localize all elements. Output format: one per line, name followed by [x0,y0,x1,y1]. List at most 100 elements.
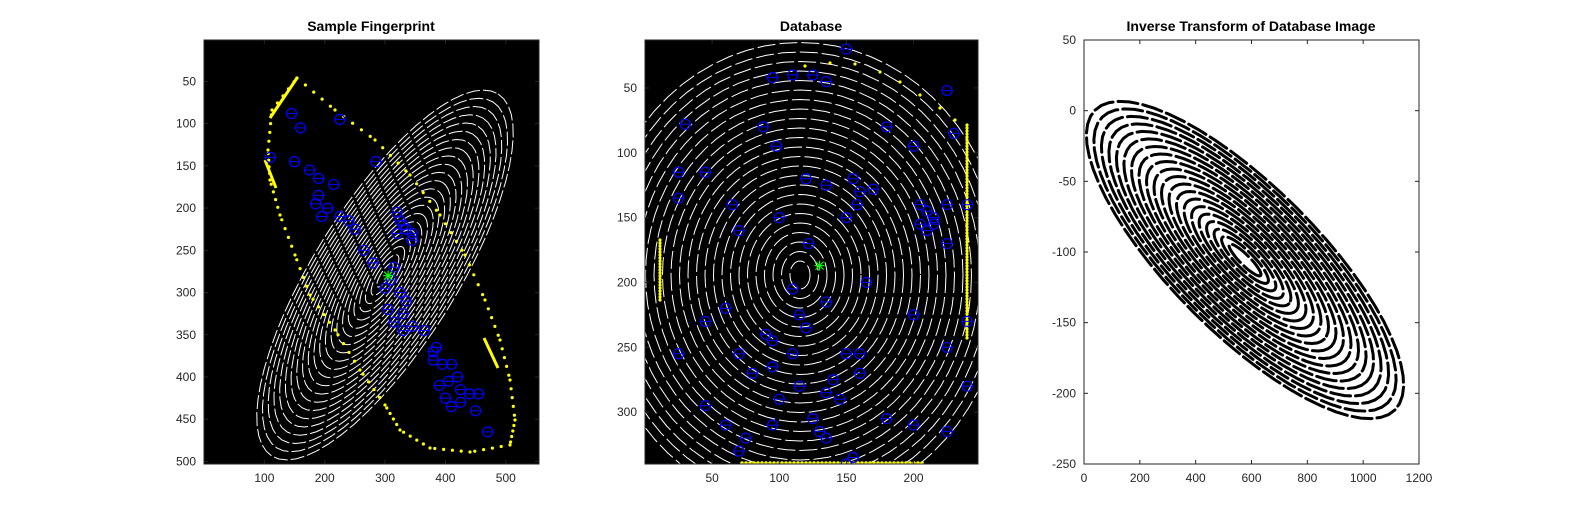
inverse-ridge-line [1190,205,1300,315]
boundary-dot [965,249,969,253]
boundary-dot [269,182,273,186]
boundary-dot [388,153,392,157]
boundary-dot [328,104,332,108]
boundary-dot [658,286,662,290]
boundary-dot [434,208,438,212]
x-tick-label: 100 [254,471,274,485]
boundary-dot [512,413,517,417]
boundary-dot [283,227,287,231]
boundary-dot [295,258,299,262]
boundary-dot [965,159,969,163]
boundary-dot [965,288,969,292]
boundary-dot [876,461,880,464]
inverse-ridge-lines [1084,99,1406,421]
inverse-ridge-line [1174,189,1316,331]
boundary-dot [965,300,969,304]
boundary-dot [965,291,969,295]
boundary-dot [490,446,494,450]
boundary-dot [415,438,419,442]
boundary-dot [658,259,662,263]
inverse-ridge-line [1227,242,1263,278]
ridge-line [763,231,836,319]
boundary-dot [433,446,437,451]
boundary-dot [965,204,969,208]
core-star-stroke [383,271,393,281]
boundary-dot [508,378,512,382]
inverse-ridge-line [1129,144,1361,376]
boundary-dot [965,237,969,241]
boundary-dot [372,388,376,392]
boundary-dot [510,434,514,439]
inverse-ridge-line [1114,129,1376,391]
boundary-dot [965,162,969,166]
ridge-line [721,184,879,366]
boundary-dot [308,293,312,297]
boundary-dot [965,282,969,286]
ridge-line [307,163,463,387]
boundary-dot [965,189,969,193]
ridge-line [370,254,400,296]
panel-inverse-transform: Inverse Transform of Database Image 0 200… [1052,18,1433,485]
x-tick-label: 500 [496,471,516,485]
boundary-dot [800,461,804,464]
boundary-dot [816,461,820,464]
boundary-dot [784,461,788,464]
boundary-dot [490,316,494,320]
boundary-dot [290,244,294,248]
boundary-dot [347,350,351,354]
boundary-dot [509,440,513,444]
boundary-dot [658,238,662,242]
boundary-dot [900,461,904,464]
boundary-dot [965,318,969,322]
boundary-dot [463,253,467,257]
boundary-dot [965,123,969,127]
ridge-line [302,155,468,395]
ridge-line [670,127,930,423]
ridge-line [347,221,423,329]
boundary-dot [507,373,511,377]
ridge-line [789,260,811,290]
boundary-dot [965,192,969,196]
x-tick-label: 150 [836,471,856,485]
y-tick-label: 0 [1069,104,1076,118]
boundary-dot [271,190,275,194]
boundary-dot [358,368,362,372]
boundary-dot [658,277,662,281]
inverse-ridge-line [1167,182,1323,338]
boundary-dot [476,283,480,287]
boundary-dot [327,320,332,324]
boundary-dot [408,434,412,438]
inverse-ridge-line [1205,220,1285,300]
x-tick-label: 100 [769,471,789,485]
boundary-dot [896,461,900,464]
boundary-dot [965,168,969,172]
y-tick-label: 100 [617,146,637,160]
ridge-line [729,193,870,357]
boundary-dot [918,93,922,97]
boundary-dot [965,219,969,223]
inverse-ridge-line [1159,174,1331,346]
boundary-dot [658,265,662,269]
boundary-dot [658,250,662,254]
plot-area [204,40,539,464]
inverse-ridge-line [1212,227,1278,293]
boundary-dot [965,303,969,307]
ridge-line [279,122,491,428]
ridge-line [319,180,451,370]
boundary-dot [965,213,969,217]
boundary-dot [878,70,882,74]
y-tick-label: -100 [1052,245,1076,259]
boundary-dot [740,461,744,464]
boundary-dot [269,122,273,126]
inverse-ridge-line [1220,235,1270,285]
ridge-lines [256,89,514,461]
boundary-dot [481,293,485,297]
inverse-ridge-line [1084,99,1406,421]
panel-title: Database [780,18,842,34]
y-tick-label: 450 [176,412,196,426]
y-tick-label: -200 [1052,386,1076,400]
boundary-dot [965,225,969,229]
boundary-segment [268,77,299,119]
boundary-dot [443,222,448,226]
